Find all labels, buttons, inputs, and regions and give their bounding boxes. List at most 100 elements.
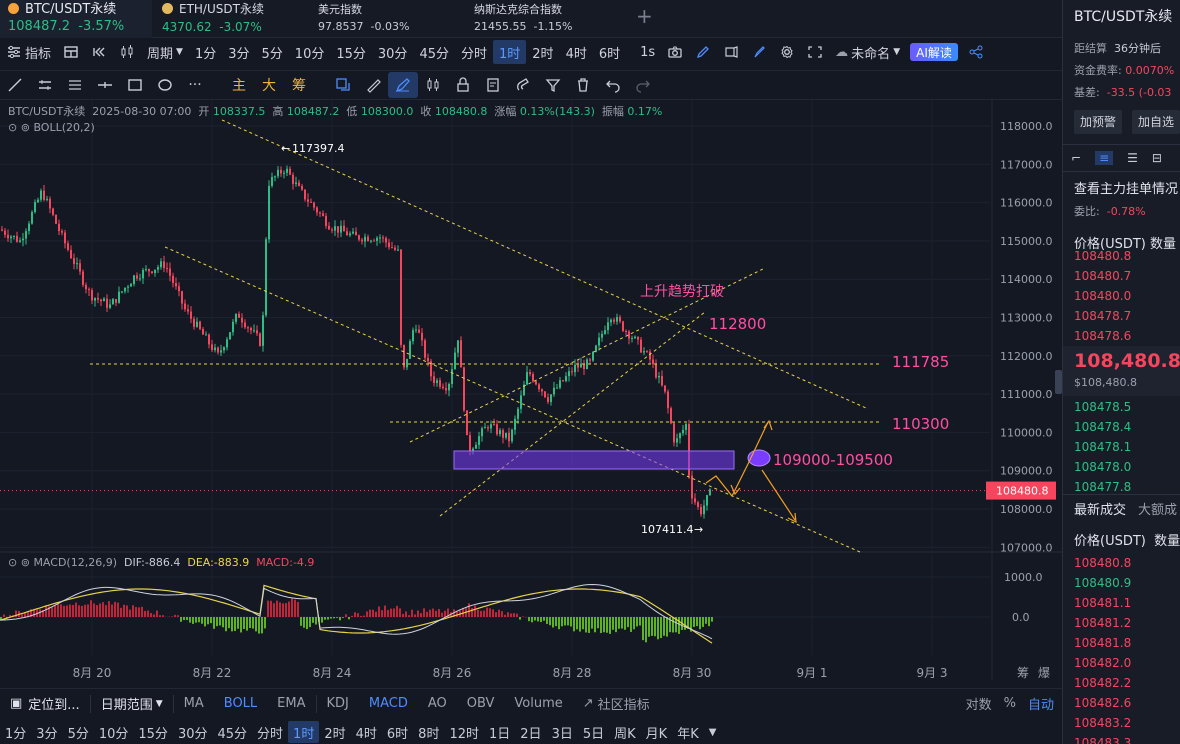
ticker-tab-nasdaq[interactable]: 纳斯达克综合指数 21455.55 -1.15% — [466, 0, 626, 38]
list-icon[interactable]: ☰ — [1127, 151, 1138, 165]
ai-interpret-button[interactable]: AI解读 — [910, 43, 958, 61]
period-dropdown[interactable]: 周期 ▼ — [141, 40, 189, 64]
bottom-tf-timeshare[interactable]: 分时 — [257, 726, 284, 742]
big-trades-tab[interactable]: 大额成 — [1138, 503, 1178, 518]
ticker-tab-btc[interactable]: BTC/USDT永续 108487.2 -3.57% — [0, 0, 152, 38]
parallel-channel-tool-icon[interactable] — [60, 72, 90, 98]
trade-row[interactable]: 108481.2 — [1074, 616, 1132, 630]
settings-button[interactable] — [773, 40, 801, 64]
bottom-tf-3d[interactable]: 3日 — [551, 726, 573, 742]
trash-icon[interactable] — [568, 72, 598, 98]
bid-row[interactable]: 108478.5 — [1074, 400, 1132, 414]
add-favorite-button[interactable]: 加自选 — [1132, 110, 1180, 134]
bid-row[interactable]: 108478.0 — [1074, 460, 1132, 474]
layout-name-dropdown[interactable]: ☁ 未命名 ▼ — [829, 40, 906, 64]
bid-row[interactable]: 108477.8 — [1074, 480, 1132, 494]
timeframe-5m[interactable]: 5分 — [261, 46, 283, 62]
indicator-ema[interactable]: EMA — [277, 696, 306, 711]
collapse-icon[interactable]: ⊙ — [8, 556, 18, 569]
trades-icon[interactable]: ⊟ — [1151, 151, 1162, 165]
trade-row[interactable]: 108482.6 — [1074, 696, 1132, 710]
visibility-icon[interactable]: ⊚ — [20, 121, 30, 134]
lock-tool-icon[interactable] — [448, 72, 478, 98]
magnet-tool-icon[interactable] — [508, 72, 538, 98]
bottom-tf-2h[interactable]: 2时 — [324, 726, 346, 742]
candle-type-button[interactable] — [113, 40, 141, 64]
bottom-tf-12h[interactable]: 12时 — [449, 726, 479, 742]
bottom-tf-month[interactable]: 月K — [645, 726, 668, 742]
screenshot-button[interactable] — [661, 40, 689, 64]
boll-legend[interactable]: ⊙ ⊚ BOLL(20,2) — [8, 121, 95, 134]
indicators-button[interactable]: 指标 — [0, 40, 57, 64]
bottom-tf-6h[interactable]: 6时 — [386, 726, 409, 742]
bottom-tf-45m[interactable]: 45分 — [217, 726, 248, 742]
big-order-toggle[interactable]: 大 — [262, 78, 276, 94]
chart-area[interactable]: 上升趋势打破 112800 111785 110300 109000-109500 117… — [0, 100, 1062, 688]
community-indicators-button[interactable]: ↗ 社区指标 — [573, 690, 660, 718]
indicator-kdj[interactable]: KDJ — [326, 696, 349, 711]
bottom-tf-week[interactable]: 周K — [614, 726, 636, 742]
cross-line-tool-icon[interactable] — [90, 72, 120, 98]
indicator-boll[interactable]: BOLL — [223, 696, 258, 711]
copy-drawing-icon[interactable] — [328, 72, 358, 98]
timeframe-6h[interactable]: 6时 — [598, 46, 621, 62]
chevron-down-icon[interactable]: ▼ — [708, 726, 717, 738]
indicator-volume[interactable]: Volume — [514, 696, 563, 711]
timeframe-45m[interactable]: 45分 — [419, 46, 449, 62]
date-range-dropdown[interactable]: 日期范围 ▼ — [91, 690, 173, 718]
trade-row[interactable]: 108481.8 — [1074, 636, 1132, 650]
indicator-obv[interactable]: OBV — [466, 696, 495, 711]
ask-row[interactable]: 108478.7 — [1074, 309, 1132, 323]
timeframe-1m[interactable]: 1分 — [194, 46, 217, 62]
log-scale-button[interactable]: 对数 — [965, 698, 992, 713]
bottom-tf-1h[interactable]: 1时 — [288, 721, 320, 743]
filter-tool-icon[interactable] — [538, 72, 568, 98]
bottom-tf-3m[interactable]: 3分 — [36, 726, 58, 742]
timeframe-2h[interactable]: 2时 — [532, 46, 554, 62]
timeframe-1h[interactable]: 1时 — [493, 40, 527, 64]
trade-row[interactable]: 108481.1 — [1074, 596, 1132, 610]
bid-row[interactable]: 108478.1 — [1074, 440, 1132, 454]
trade-row[interactable]: 108482.0 — [1074, 656, 1132, 670]
more-tools-icon[interactable]: ··· — [188, 77, 202, 93]
price-chart[interactable]: 上升趋势打破 112800 111785 110300 109000-109500 117… — [0, 100, 1062, 688]
ellipse-tool-icon[interactable] — [150, 72, 180, 98]
brush-button[interactable] — [745, 40, 773, 64]
ask-row[interactable]: 108478.6 — [1074, 329, 1132, 343]
bottom-tf-30m[interactable]: 30分 — [177, 726, 208, 742]
bottom-tf-15m[interactable]: 15分 — [138, 726, 168, 742]
timeframe-30m[interactable]: 30分 — [377, 46, 408, 62]
bottom-tf-1d[interactable]: 1日 — [489, 726, 511, 742]
timeframe-10m[interactable]: 10分 — [294, 46, 325, 62]
main-orders-link[interactable]: 查看主力挂单情况 — [1074, 182, 1179, 197]
trade-row[interactable]: 108482.2 — [1074, 676, 1132, 690]
auto-scale-button[interactable]: 自动 — [1027, 698, 1054, 713]
timeframe-3m[interactable]: 3分 — [228, 46, 250, 62]
add-tab-icon[interactable]: + — [636, 4, 653, 28]
redo-icon[interactable] — [628, 72, 658, 98]
ruler-tool-icon[interactable] — [358, 72, 388, 98]
indicator-macd[interactable]: MACD — [368, 696, 408, 711]
note-tool-icon[interactable] — [478, 72, 508, 98]
brush-tool-icon[interactable] — [388, 72, 418, 98]
step-back-button[interactable] — [85, 40, 113, 64]
collapse-icon[interactable]: ⊙ — [8, 121, 18, 134]
bottom-tf-2d[interactable]: 2日 — [520, 726, 542, 742]
fullscreen-button[interactable] — [801, 40, 829, 64]
bottom-tf-year[interactable]: 年K — [677, 726, 699, 742]
bottom-tf-4h[interactable]: 4时 — [355, 726, 377, 742]
percent-scale-button[interactable]: % — [1003, 696, 1016, 711]
ticker-tab-dxy[interactable]: 美元指数 97.8537 -0.03% — [310, 0, 460, 38]
chat-icon[interactable]: ⌐ — [1071, 151, 1082, 165]
ask-row[interactable]: 108480.0 — [1074, 289, 1132, 303]
ask-row[interactable]: 108480.8 — [1074, 249, 1132, 263]
bottom-tf-10m[interactable]: 10分 — [98, 726, 129, 742]
timeframe-4h[interactable]: 4时 — [565, 46, 587, 62]
timeframe-1s[interactable]: 1s — [640, 44, 656, 60]
chips-toggle[interactable]: 筹 — [292, 78, 306, 94]
horizontal-line-tool-icon[interactable] — [30, 72, 60, 98]
ticker-tab-eth[interactable]: ETH/USDT永续 4370.62 -3.07% — [154, 0, 306, 38]
trendline-tool-icon[interactable] — [0, 72, 30, 98]
macd-legend[interactable]: ⊙ ⊚ MACD(12,26,9) DIF:-886.4 DEA:-883.9 … — [8, 556, 314, 569]
bottom-tf-5d[interactable]: 5日 — [582, 726, 605, 742]
